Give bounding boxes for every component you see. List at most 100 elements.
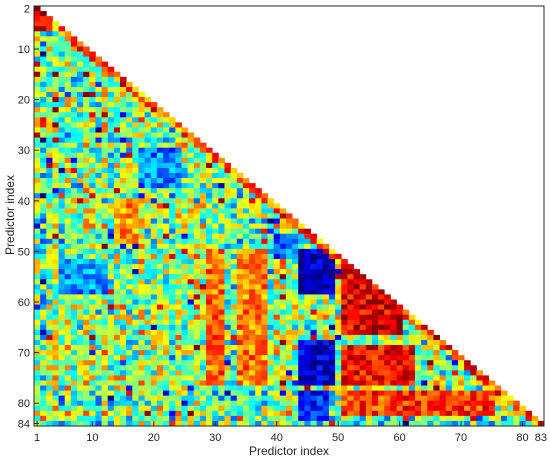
heatmap-cell [494, 410, 502, 417]
heatmap-cell [58, 213, 66, 219]
heatmap-cell [206, 162, 213, 169]
heatmap-cell [310, 385, 318, 391]
heatmap-cell [279, 279, 287, 285]
heatmap-cell [242, 345, 250, 351]
heatmap-cell [371, 400, 379, 407]
heatmap-cell [199, 198, 207, 204]
heatmap-cell [126, 81, 133, 88]
heatmap-cell [402, 380, 410, 386]
heatmap-cell [494, 405, 502, 412]
heatmap-cell [199, 284, 207, 290]
heatmap-cell [292, 228, 299, 235]
heatmap-cell [83, 284, 90, 290]
heatmap-cell [95, 385, 102, 391]
heatmap-cell [378, 329, 385, 336]
heatmap-cell [107, 107, 115, 113]
heatmap-cell [236, 228, 244, 235]
heatmap-cell [206, 218, 213, 224]
heatmap-cell [242, 289, 250, 295]
heatmap-cell [255, 339, 262, 346]
heatmap-cell [390, 334, 397, 341]
heatmap-cell [120, 405, 127, 412]
heatmap-cell [236, 410, 244, 417]
heatmap-cell [126, 213, 133, 219]
heatmap-cell [150, 299, 158, 305]
heatmap-cell [500, 395, 508, 402]
heatmap-cell [255, 279, 262, 285]
heatmap-cell [371, 375, 379, 381]
heatmap-cell [89, 248, 96, 255]
heatmap-cell [107, 228, 115, 235]
heatmap-cell [187, 142, 195, 149]
heatmap-cell [77, 56, 84, 63]
heatmap-cell [212, 172, 219, 179]
heatmap-cell [52, 76, 59, 83]
heatmap-cell [249, 203, 256, 209]
heatmap-cell [224, 400, 232, 407]
heatmap-cell [52, 218, 59, 224]
heatmap-cell [58, 253, 66, 260]
heatmap-cell [408, 405, 416, 412]
heatmap-cell [83, 415, 90, 422]
heatmap-cell [70, 345, 78, 351]
heatmap-cell [120, 360, 127, 366]
heatmap-cell [316, 299, 324, 305]
heatmap-cell [390, 299, 397, 305]
heatmap-cell [163, 203, 170, 209]
heatmap-cell [138, 152, 145, 159]
heatmap-cell [427, 385, 434, 391]
heatmap-cell [193, 334, 201, 341]
heatmap-cell [390, 355, 397, 361]
heatmap-cell [353, 299, 361, 305]
heatmap-cell [224, 289, 232, 295]
heatmap-cell [408, 345, 416, 351]
heatmap-cell [101, 81, 109, 88]
heatmap-cell [113, 102, 121, 108]
heatmap-cell [138, 198, 145, 204]
heatmap-cell [261, 253, 268, 260]
heatmap-cell [169, 345, 176, 351]
heatmap-cell [218, 264, 225, 270]
heatmap-cell [285, 380, 293, 386]
heatmap-cell [261, 390, 268, 397]
heatmap-cell [52, 385, 59, 391]
heatmap-cell [89, 183, 96, 189]
heatmap-cell [46, 137, 53, 144]
heatmap-cell [414, 405, 422, 412]
heatmap-cell [156, 284, 164, 290]
heatmap-cell [113, 375, 121, 381]
heatmap-cell [359, 420, 367, 427]
heatmap-cell [101, 233, 109, 240]
heatmap-cell [107, 162, 115, 169]
heatmap-cell [181, 223, 189, 230]
heatmap-cell [261, 324, 268, 331]
heatmap-cell [236, 203, 244, 209]
heatmap-cell [236, 289, 244, 295]
heatmap-cell [267, 334, 275, 341]
heatmap-cell [402, 410, 410, 417]
heatmap-cell [144, 259, 152, 265]
heatmap-cell [83, 76, 90, 83]
heatmap-cell [70, 299, 78, 305]
heatmap-cell [445, 410, 453, 417]
heatmap-cell [181, 243, 189, 250]
heatmap-cell [89, 385, 96, 391]
heatmap-cell [390, 415, 397, 422]
heatmap-cell [187, 167, 195, 174]
heatmap-cell [113, 395, 121, 402]
heatmap-cell [218, 238, 225, 245]
heatmap-cell [292, 309, 299, 316]
heatmap-cell [212, 279, 219, 285]
heatmap-cell [199, 299, 207, 305]
heatmap-cell [169, 127, 176, 133]
heatmap-cell [230, 238, 238, 245]
heatmap-cell [107, 264, 115, 270]
heatmap-cell [163, 380, 170, 386]
heatmap-cell [249, 299, 256, 305]
heatmap-cell [292, 365, 299, 371]
heatmap-cell [273, 355, 281, 361]
heatmap-cell [267, 314, 275, 321]
heatmap-cell [46, 178, 53, 184]
heatmap-cell [427, 329, 434, 336]
heatmap-cell [298, 415, 305, 422]
